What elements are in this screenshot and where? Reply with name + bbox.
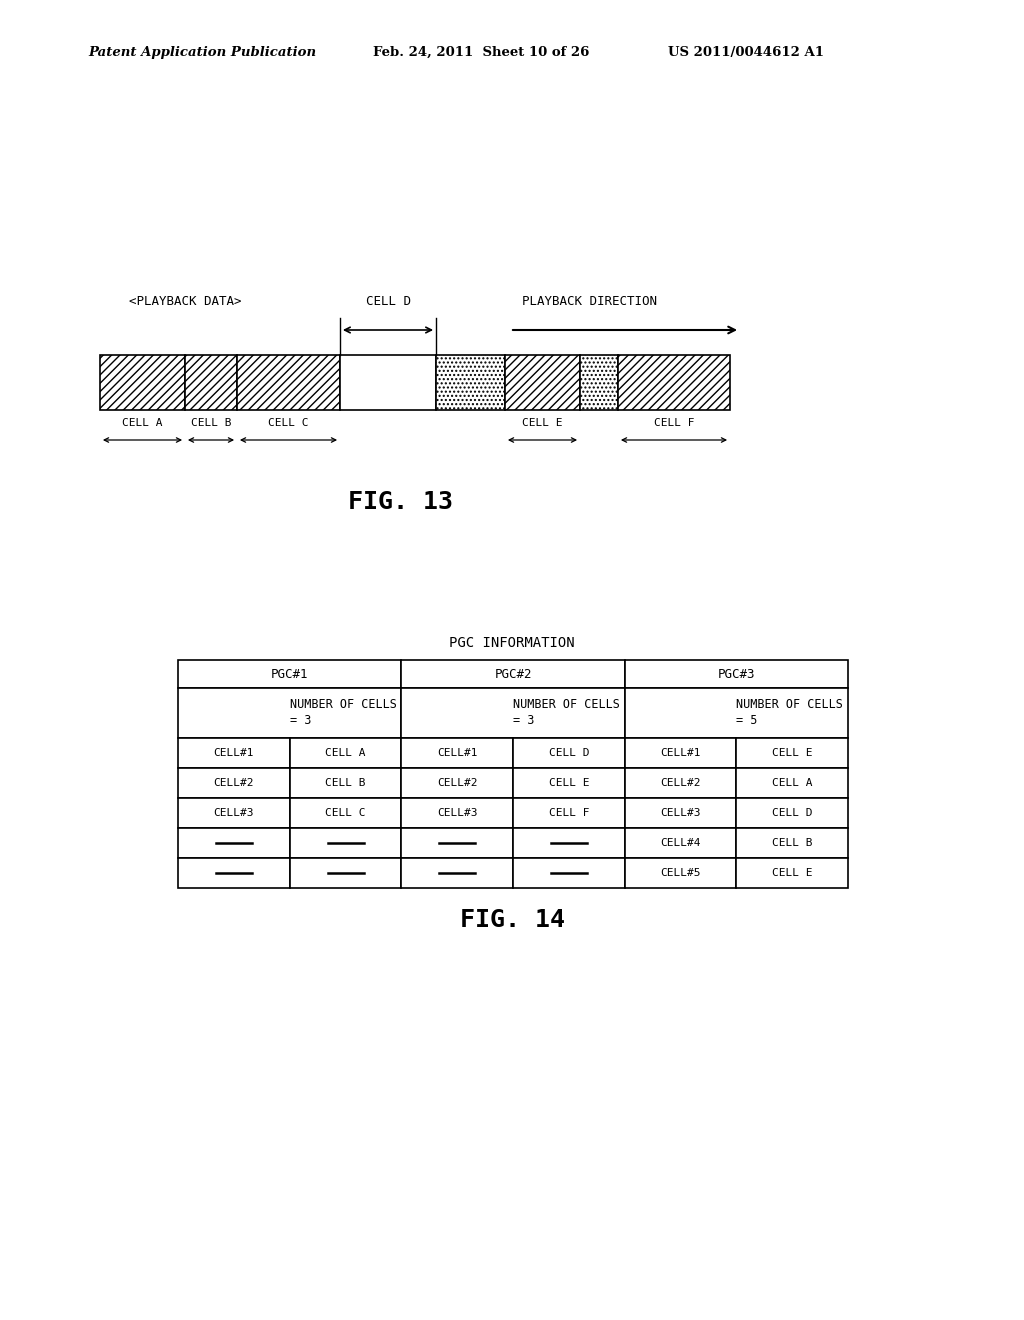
Text: FIG. 14: FIG. 14 bbox=[460, 908, 564, 932]
Bar bbox=[625, 768, 736, 799]
Bar bbox=[736, 799, 848, 828]
Text: <PLAYBACK DATA>: <PLAYBACK DATA> bbox=[129, 294, 242, 308]
Text: CELL#3: CELL#3 bbox=[660, 808, 700, 818]
Bar bbox=[290, 738, 401, 768]
Text: CELL E: CELL E bbox=[772, 748, 812, 758]
Bar bbox=[580, 355, 618, 411]
Bar bbox=[178, 799, 290, 828]
Text: PGC#1: PGC#1 bbox=[271, 668, 308, 681]
Text: CELL#2: CELL#2 bbox=[214, 777, 254, 788]
Text: NUMBER OF CELLS: NUMBER OF CELLS bbox=[736, 698, 843, 711]
Text: CELL#1: CELL#1 bbox=[214, 748, 254, 758]
Bar bbox=[178, 768, 290, 799]
Bar bbox=[736, 858, 848, 888]
Bar bbox=[513, 858, 625, 888]
Bar bbox=[736, 768, 848, 799]
Bar bbox=[625, 688, 848, 738]
Text: CELL A: CELL A bbox=[772, 777, 812, 788]
Text: CELL#4: CELL#4 bbox=[660, 838, 700, 847]
Bar bbox=[178, 828, 290, 858]
Bar bbox=[290, 828, 401, 858]
Text: CELL F: CELL F bbox=[549, 808, 589, 818]
Bar bbox=[401, 858, 513, 888]
Bar bbox=[340, 355, 436, 411]
Text: CELL#2: CELL#2 bbox=[437, 777, 477, 788]
Bar bbox=[178, 660, 401, 688]
Bar bbox=[185, 355, 237, 411]
Text: CELL A: CELL A bbox=[122, 418, 163, 428]
Bar bbox=[513, 768, 625, 799]
Bar bbox=[401, 768, 513, 799]
Text: CELL#3: CELL#3 bbox=[214, 808, 254, 818]
Bar bbox=[290, 768, 401, 799]
Bar bbox=[513, 799, 625, 828]
Text: US 2011/0044612 A1: US 2011/0044612 A1 bbox=[668, 46, 824, 59]
Bar bbox=[100, 355, 185, 411]
Text: CELL#5: CELL#5 bbox=[660, 869, 700, 878]
Bar bbox=[436, 355, 505, 411]
Bar bbox=[736, 828, 848, 858]
Bar bbox=[178, 858, 290, 888]
Bar bbox=[736, 738, 848, 768]
Bar bbox=[401, 828, 513, 858]
Bar bbox=[401, 738, 513, 768]
Text: = 3: = 3 bbox=[513, 714, 535, 727]
Bar bbox=[401, 660, 625, 688]
Bar bbox=[625, 828, 736, 858]
Bar bbox=[178, 738, 290, 768]
Text: CELL B: CELL B bbox=[772, 838, 812, 847]
Text: CELL E: CELL E bbox=[549, 777, 589, 788]
Text: Patent Application Publication: Patent Application Publication bbox=[88, 46, 316, 59]
Text: CELL B: CELL B bbox=[326, 777, 366, 788]
Text: CELL F: CELL F bbox=[653, 418, 694, 428]
Text: FIG. 13: FIG. 13 bbox=[347, 490, 453, 513]
Bar bbox=[625, 660, 848, 688]
Bar bbox=[401, 799, 513, 828]
Bar bbox=[290, 799, 401, 828]
Bar bbox=[625, 799, 736, 828]
Text: CELL B: CELL B bbox=[190, 418, 231, 428]
Text: NUMBER OF CELLS: NUMBER OF CELLS bbox=[290, 698, 396, 711]
Text: CELL#1: CELL#1 bbox=[660, 748, 700, 758]
Bar bbox=[290, 858, 401, 888]
Bar bbox=[618, 355, 730, 411]
Bar bbox=[625, 858, 736, 888]
Text: PGC INFORMATION: PGC INFORMATION bbox=[450, 636, 574, 649]
Bar bbox=[401, 688, 625, 738]
Text: CELL D: CELL D bbox=[772, 808, 812, 818]
Text: CELL#3: CELL#3 bbox=[437, 808, 477, 818]
Text: CELL D: CELL D bbox=[366, 294, 411, 308]
Text: CELL E: CELL E bbox=[522, 418, 563, 428]
Bar bbox=[513, 828, 625, 858]
Text: PLAYBACK DIRECTION: PLAYBACK DIRECTION bbox=[522, 294, 657, 308]
Text: NUMBER OF CELLS: NUMBER OF CELLS bbox=[513, 698, 620, 711]
Text: = 3: = 3 bbox=[290, 714, 311, 727]
Bar bbox=[513, 738, 625, 768]
Text: CELL#2: CELL#2 bbox=[660, 777, 700, 788]
Text: PGC#3: PGC#3 bbox=[718, 668, 755, 681]
Text: CELL E: CELL E bbox=[772, 869, 812, 878]
Text: CELL C: CELL C bbox=[326, 808, 366, 818]
Bar bbox=[625, 738, 736, 768]
Bar bbox=[505, 355, 580, 411]
Text: CELL D: CELL D bbox=[549, 748, 589, 758]
Text: CELL A: CELL A bbox=[326, 748, 366, 758]
Text: Feb. 24, 2011  Sheet 10 of 26: Feb. 24, 2011 Sheet 10 of 26 bbox=[373, 46, 590, 59]
Bar bbox=[178, 688, 401, 738]
Text: CELL#1: CELL#1 bbox=[437, 748, 477, 758]
Text: = 5: = 5 bbox=[736, 714, 758, 727]
Text: CELL C: CELL C bbox=[268, 418, 309, 428]
Text: PGC#2: PGC#2 bbox=[495, 668, 531, 681]
Bar bbox=[237, 355, 340, 411]
